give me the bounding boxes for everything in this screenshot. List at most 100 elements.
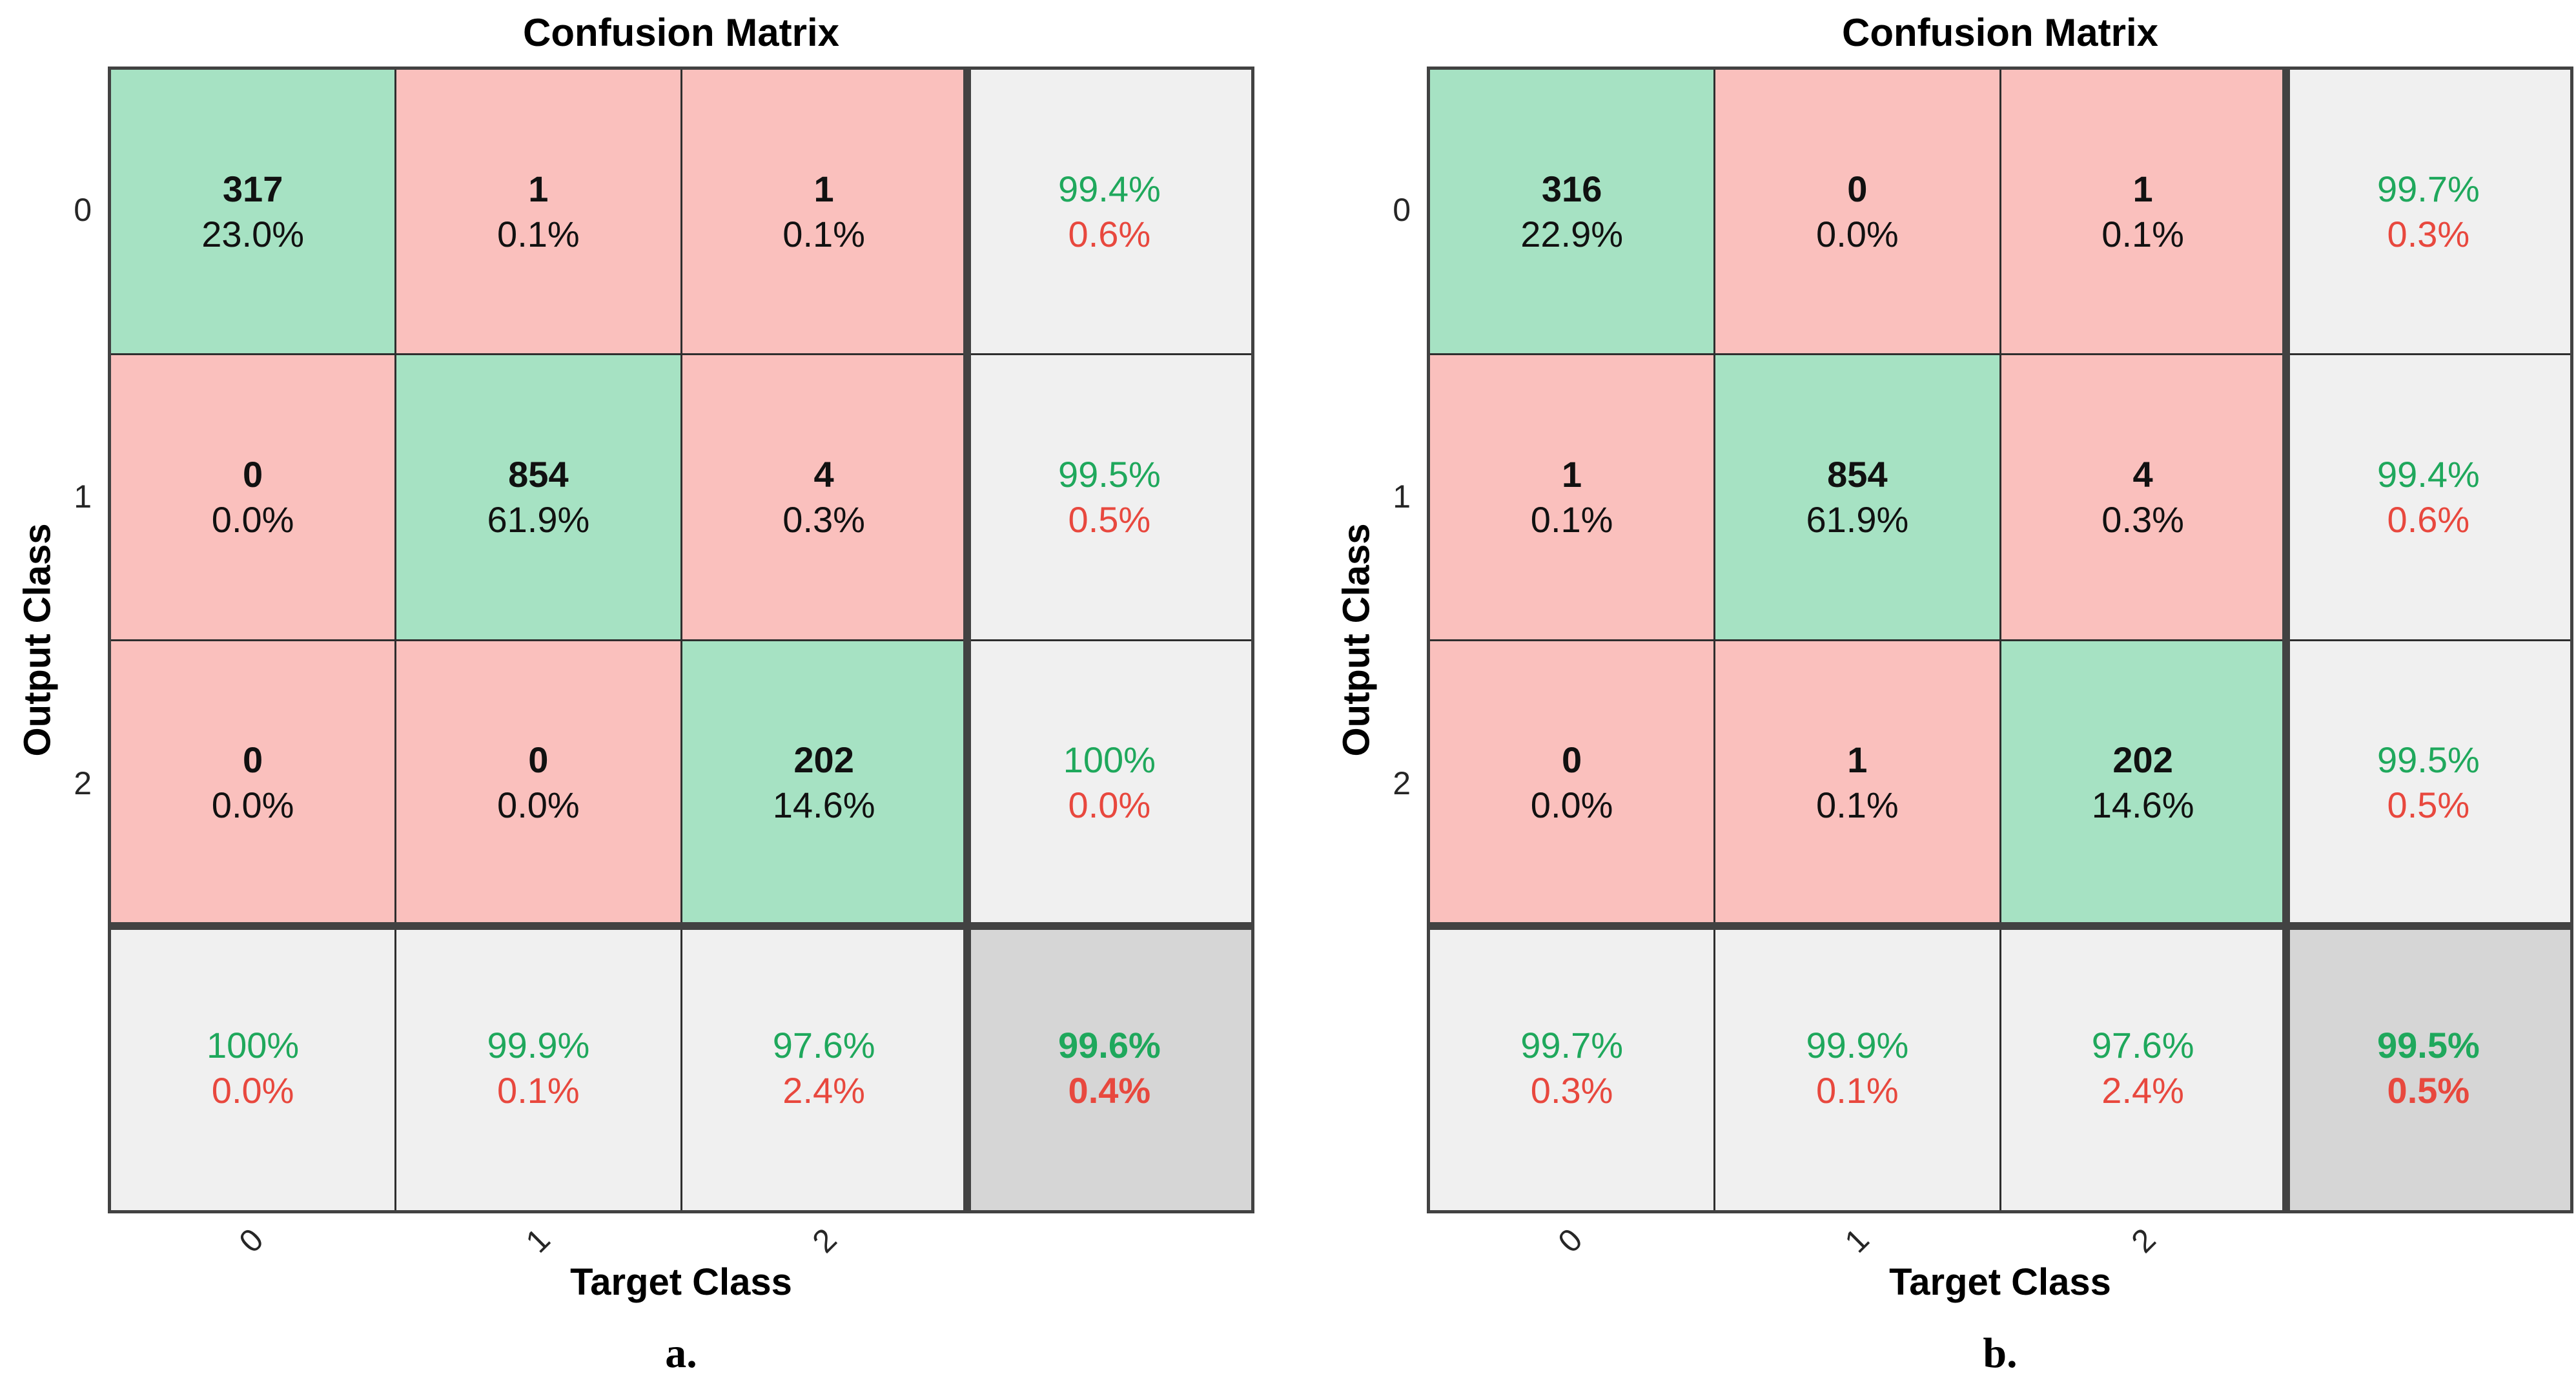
cell-count: 202 [793,739,854,781]
cell-percent: 0.0% [1530,785,1613,826]
cell-count: 0 [528,739,549,781]
cell-count: 4 [2132,453,2153,495]
col-summary-positive: 100% [207,1025,300,1066]
row-summary-positive: 99.7% [2377,168,2480,209]
cell-percent: 0.1% [497,213,580,254]
summary-row-separator [108,921,1254,930]
confusion-matrix-panel-b: Confusion Matrix Output Class 316 22.9% 0 0… [1319,0,2576,1400]
cell-count: 317 [222,168,283,209]
cell-r2-c0: 0 0.0% [1430,641,1714,925]
y-tick-label: 1 [1393,479,1411,515]
cell-percent: 0.0% [497,785,580,826]
col-summary-positive: 99.7% [1520,1025,1624,1066]
cell-count: 316 [1541,168,1602,209]
col-summary-positive: 99.9% [487,1025,590,1066]
cell-r3-c0: 100% 0.0% [111,926,395,1210]
cell-percent: 23.0% [201,213,305,254]
col-summary-positive: 99.9% [1806,1025,1909,1066]
cell-r0-c3: 99.4% 0.6% [967,70,1251,354]
total-error: 0.5% [2387,1070,2470,1111]
cell-r2-c3: 99.5% 0.5% [2286,641,2570,925]
cell-r3-c2: 97.6% 2.4% [2001,926,2285,1210]
total-accuracy: 99.5% [2377,1025,2480,1066]
row-summary-positive: 99.4% [1058,168,1161,209]
cell-percent: 0.0% [1816,213,1899,254]
cell-r2-c3: 100% 0.0% [967,641,1251,925]
row-summary-positive: 99.4% [2377,453,2480,495]
confusion-matrix-panel-a: Confusion Matrix Output Class 317 23.0% 1 0… [16,11,1254,1377]
cell-count: 1 [528,168,549,209]
cell-count: 854 [508,453,569,495]
cell-percent: 0.1% [2101,213,2184,254]
cell-r3-c3: 99.6% 0.4% [967,926,1251,1210]
chart-title: Confusion Matrix [1842,11,2158,54]
cell-count: 0 [243,453,263,495]
cell-percent: 14.6% [772,785,875,826]
cell-r2-c2: 202 14.6% [2001,641,2285,925]
cell-r1-c0: 0 0.0% [111,355,395,639]
row-summary-positive: 99.5% [1058,453,1161,495]
cell-r0-c2: 1 0.1% [2001,70,2285,354]
cell-count: 0 [1847,168,1868,209]
cell-count: 1 [2132,168,2153,209]
cell-r2-c0: 0 0.0% [111,641,395,925]
cell-percent: 61.9% [1806,499,1909,540]
cell-count: 202 [2112,739,2173,781]
total-error: 0.4% [1068,1070,1151,1111]
cell-count: 0 [1562,739,1582,781]
cell-percent: 14.6% [2091,785,2194,826]
x-axis-label: Target Class [570,1261,792,1303]
row-summary-positive: 100% [1063,739,1156,781]
cell-percent: 0.3% [782,499,865,540]
cell-percent: 0.0% [211,499,294,540]
cell-r3-c1: 99.9% 0.1% [396,926,680,1210]
cell-r0-c0: 316 22.9% [1430,70,1714,354]
col-summary-negative: 0.1% [497,1070,580,1111]
col-summary-positive: 97.6% [2091,1025,2194,1066]
cell-percent: 0.1% [1530,499,1613,540]
cell-r3-c1: 99.9% 0.1% [1715,926,1999,1210]
cell-count: 1 [813,168,834,209]
y-axis-label: Output Class [1335,523,1378,757]
cell-percent: 0.0% [211,785,294,826]
cell-r3-c3: 99.5% 0.5% [2286,926,2570,1210]
cell-r1-c1: 854 61.9% [396,355,680,639]
summary-column-separator [963,67,971,1213]
cell-percent: 0.3% [2101,499,2184,540]
cell-percent: 0.1% [782,213,865,254]
cell-count: 0 [243,739,263,781]
row-summary-negative: 0.6% [2387,499,2470,540]
cell-r0-c3: 99.7% 0.3% [2286,70,2570,354]
y-tick-label: 2 [74,765,92,801]
cell-r2-c2: 202 14.6% [682,641,966,925]
summary-row-separator [1427,921,2573,930]
cell-r0-c2: 1 0.1% [682,70,966,354]
chart-title: Confusion Matrix [523,11,839,54]
col-summary-negative: 0.0% [211,1070,294,1111]
panel-label: a. [665,1330,697,1377]
matrix-grid: 316 22.9% 0 0.0% 1 0.1% 99.7% 0.3% 1 0.1% 854 61.9%… [1427,67,2573,1213]
y-tick-label: 2 [1393,765,1411,801]
y-tick-label: 1 [74,479,92,515]
cell-r0-c1: 1 0.1% [396,70,680,354]
cell-r3-c0: 99.7% 0.3% [1430,926,1714,1210]
cell-r2-c1: 0 0.0% [396,641,680,925]
cell-r2-c1: 1 0.1% [1715,641,1999,925]
matrix-grid: 317 23.0% 1 0.1% 1 0.1% 99.4% 0.6% 0 0.0% 854 61.9%… [108,67,1254,1213]
col-summary-negative: 0.3% [1530,1070,1613,1111]
x-axis-label: Target Class [1889,1261,2111,1303]
row-summary-negative: 0.3% [2387,213,2470,254]
row-summary-negative: 0.5% [1068,499,1151,540]
cell-r3-c2: 97.6% 2.4% [682,926,966,1210]
y-axis-label: Output Class [16,523,59,757]
cell-percent: 61.9% [487,499,590,540]
summary-column-separator [2282,67,2290,1213]
cell-r1-c3: 99.4% 0.6% [2286,355,2570,639]
cell-r0-c0: 317 23.0% [111,70,395,354]
col-summary-negative: 2.4% [782,1070,865,1111]
panel-label: b. [1983,1330,2018,1377]
cell-r1-c2: 4 0.3% [682,355,966,639]
row-summary-negative: 0.0% [1068,785,1151,826]
col-summary-negative: 2.4% [2101,1070,2184,1111]
